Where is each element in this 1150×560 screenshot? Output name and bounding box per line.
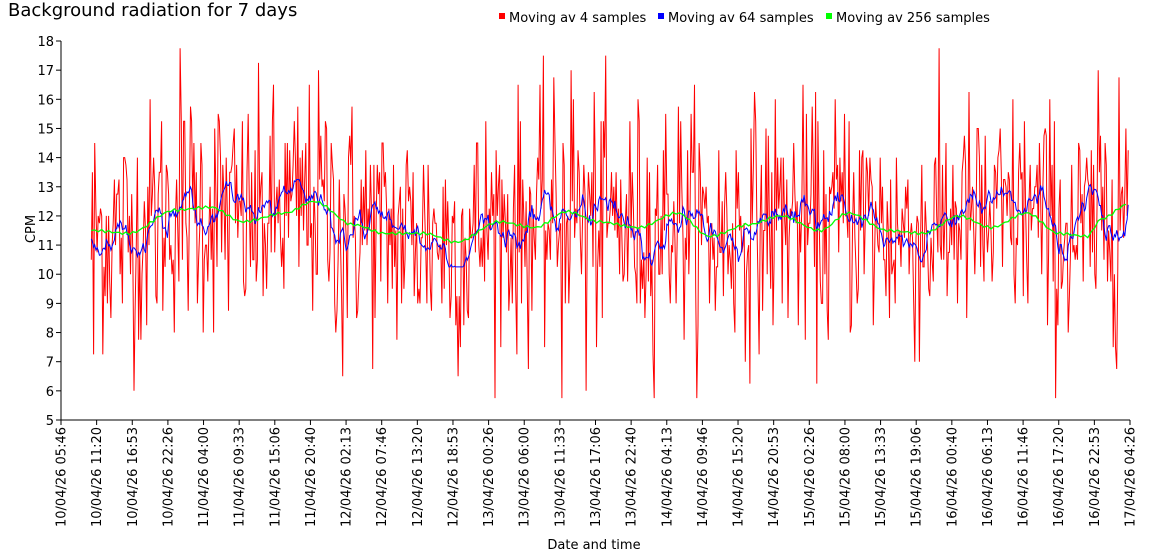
legend-label: Moving av 4 samples — [509, 11, 647, 26]
x-tick-label: 13/04/26 17:06 — [589, 427, 604, 527]
x-tick-label: 16/04/26 11:46 — [1017, 427, 1032, 527]
y-tick-label: 18 — [37, 35, 54, 50]
x-tick-label: 12/04/26 07:46 — [375, 427, 390, 527]
legend-label: Moving av 64 samples — [668, 11, 814, 26]
x-tick-label: 15/04/26 19:06 — [910, 427, 925, 527]
series-line-moving-av-4 — [90, 48, 1129, 399]
x-tick-label: 16/04/26 06:13 — [981, 427, 996, 527]
y-tick-label: 12 — [37, 210, 54, 225]
legend-swatch — [499, 13, 505, 19]
x-tick-label: 10/04/26 16:53 — [126, 427, 141, 527]
x-tick-label: 15/04/26 02:26 — [803, 427, 818, 527]
y-tick-label: 14 — [37, 152, 54, 167]
chart-title: Background radiation for 7 days — [8, 0, 297, 21]
x-tick-label: 10/04/26 05:46 — [55, 427, 70, 527]
chart-axes: 5 6 7 8 9 10 11 12 13 14 15 16 17 18 10/04/26 05:46 10/… — [37, 35, 1138, 527]
x-axis-label: Date and time — [547, 538, 640, 553]
series-line-moving-av-64 — [90, 179, 1129, 268]
y-tick-label: 11 — [37, 239, 54, 254]
x-tick-label: 14/04/26 20:53 — [767, 427, 782, 527]
y-axis-label: CPM — [24, 215, 39, 243]
legend-label: Moving av 256 samples — [836, 11, 990, 26]
x-tick-label: 12/04/26 18:53 — [447, 427, 462, 527]
y-tick-label: 6 — [46, 385, 54, 400]
y-tick-label: 10 — [37, 268, 54, 283]
y-tick-label: 17 — [37, 64, 54, 79]
legend-swatch — [658, 13, 664, 19]
plot-lines — [90, 48, 1129, 399]
x-tick-label: 16/04/26 22:53 — [1088, 427, 1103, 527]
x-tick-label: 10/04/26 11:20 — [90, 427, 105, 527]
x-tick-label: 13/04/26 06:00 — [518, 427, 533, 527]
x-tick-label: 15/04/26 13:33 — [874, 427, 889, 527]
x-tick-label: 11/04/26 20:40 — [304, 427, 319, 527]
x-tick-label: 13/04/26 11:33 — [553, 427, 568, 527]
y-tick-label: 7 — [46, 356, 54, 371]
y-tick-label: 13 — [37, 181, 54, 196]
x-tick-label: 17/04/26 04:26 — [1124, 427, 1139, 527]
y-tick-label: 9 — [46, 297, 54, 312]
x-tick-label: 11/04/26 15:06 — [268, 427, 283, 527]
y-tick-label: 16 — [37, 93, 54, 108]
legend-swatch — [826, 13, 832, 19]
x-tick-label: 12/04/26 13:20 — [411, 427, 426, 527]
y-tick-label: 5 — [46, 414, 54, 429]
x-tick-label: 13/04/26 22:40 — [625, 427, 640, 527]
x-tick-label: 14/04/26 15:20 — [732, 427, 747, 527]
x-tick-label: 10/04/26 22:26 — [161, 427, 176, 527]
x-tick-label: 14/04/26 09:46 — [696, 427, 711, 527]
x-tick-label: 16/04/26 00:40 — [945, 427, 960, 527]
x-tick-label: 11/04/26 09:33 — [233, 427, 248, 527]
x-tick-label: 13/04/26 00:26 — [482, 427, 497, 527]
x-tick-label: 14/04/26 04:13 — [660, 427, 675, 527]
y-tick-label: 15 — [37, 122, 54, 137]
x-tick-label: 15/04/26 08:00 — [838, 427, 853, 527]
series-line-moving-av-256 — [91, 200, 1127, 244]
x-tick-label: 16/04/26 17:20 — [1052, 427, 1067, 527]
chart-legend: Moving av 4 samples Moving av 64 samples M… — [499, 11, 990, 26]
x-tick-label: 11/04/26 04:00 — [197, 427, 212, 527]
y-tick-label: 8 — [46, 327, 54, 342]
x-tick-label: 12/04/26 02:13 — [340, 427, 355, 527]
